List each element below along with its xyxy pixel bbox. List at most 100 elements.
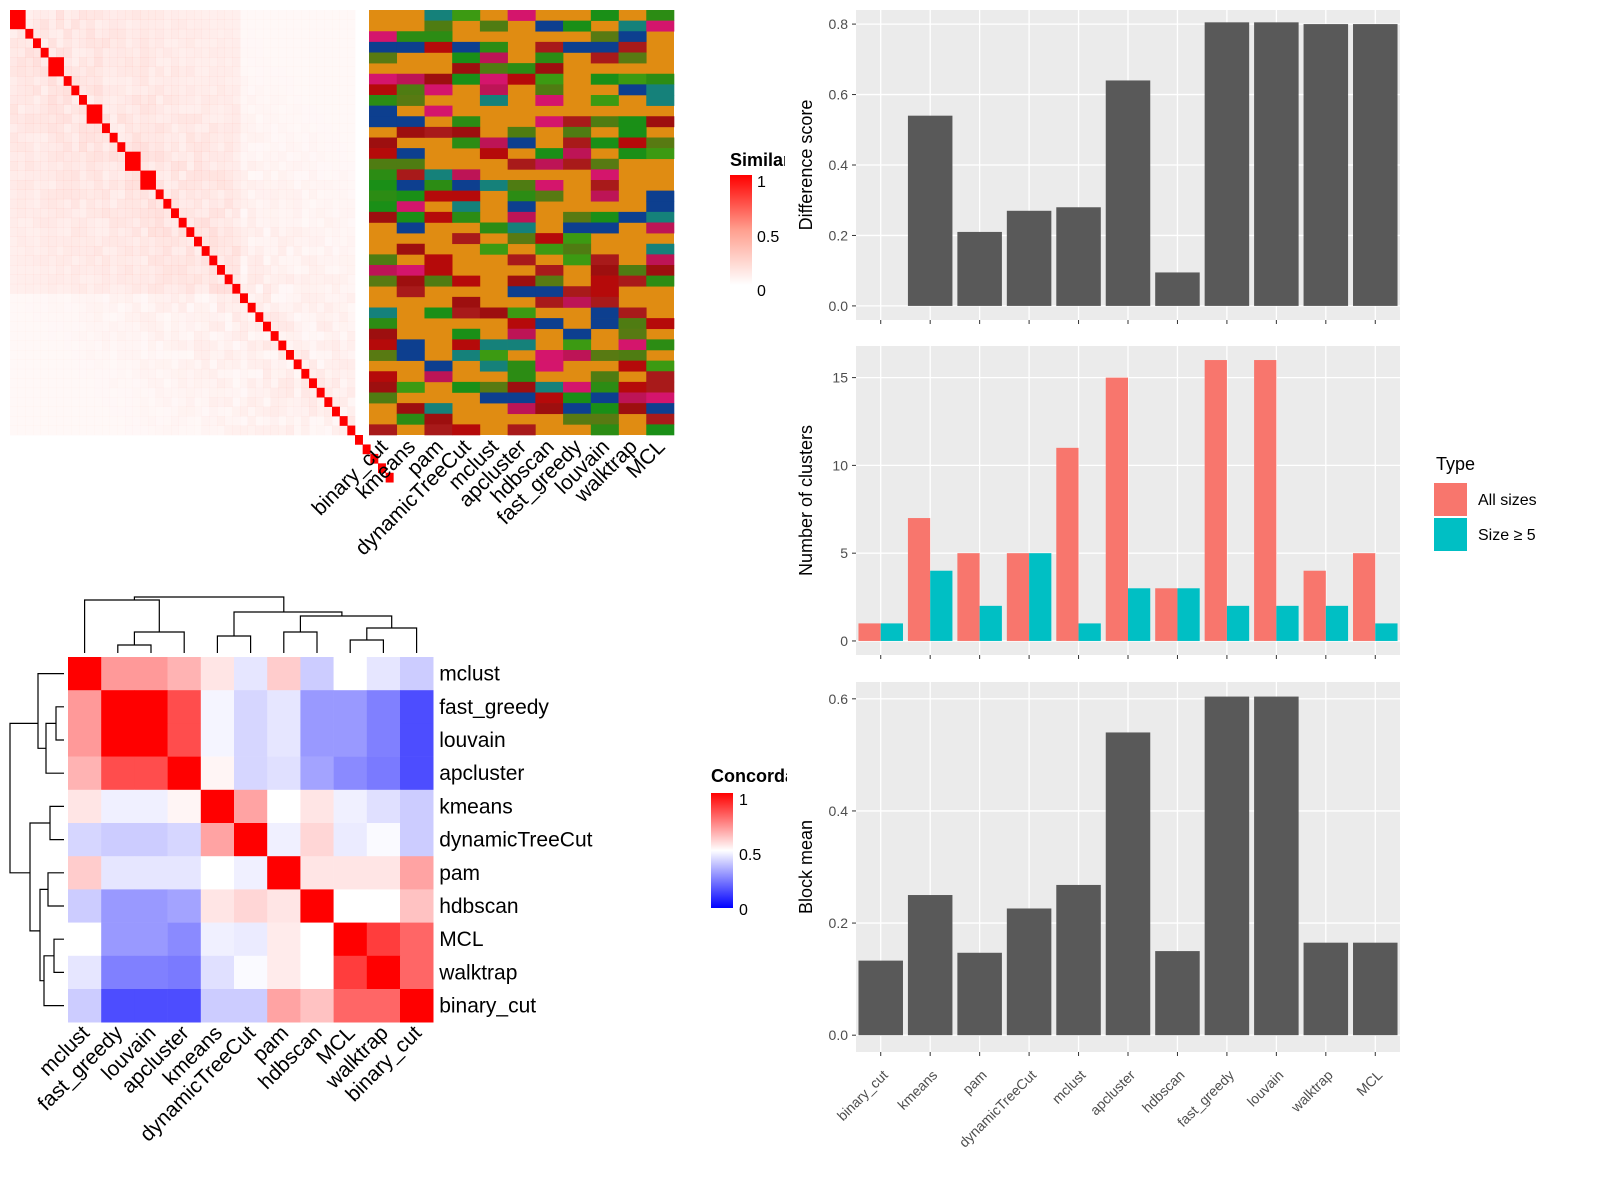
similarity-cell bbox=[140, 217, 149, 228]
similarity-cell bbox=[125, 57, 133, 67]
membership-cell bbox=[369, 180, 398, 191]
similarity-cell bbox=[40, 283, 49, 294]
similarity-cell bbox=[10, 170, 18, 181]
similarity-cell bbox=[209, 246, 218, 256]
similarity-cell bbox=[10, 368, 18, 379]
concordance-cell bbox=[366, 756, 401, 791]
similarity-cell bbox=[125, 85, 133, 96]
membership-cell bbox=[479, 350, 508, 361]
similarity-cell bbox=[132, 123, 141, 134]
similarity-cell bbox=[240, 132, 248, 143]
membership-cell bbox=[369, 41, 398, 53]
concordance-cell bbox=[267, 989, 301, 1023]
similarity-cell bbox=[86, 76, 95, 86]
similarity-cell bbox=[232, 293, 241, 304]
similarity-block bbox=[178, 217, 187, 228]
similarity-cell bbox=[25, 331, 34, 341]
similarity-cell bbox=[232, 378, 241, 389]
similarity-cell bbox=[332, 189, 340, 200]
similarity-cell bbox=[232, 95, 241, 105]
membership-cell bbox=[563, 222, 592, 234]
similarity-cell bbox=[132, 217, 141, 228]
similarity-cell bbox=[332, 104, 340, 115]
similarity-cell bbox=[79, 265, 87, 275]
similarity-cell bbox=[270, 416, 279, 426]
similarity-cell bbox=[63, 180, 72, 190]
similarity-cell bbox=[132, 321, 141, 332]
similarity-cell bbox=[263, 350, 271, 360]
similarity-cell bbox=[270, 406, 279, 417]
similarity-cell bbox=[33, 236, 41, 247]
similarity-cell bbox=[102, 302, 110, 313]
similarity-cell bbox=[56, 293, 64, 304]
similarity-cell bbox=[232, 217, 241, 228]
similarity-cell bbox=[240, 340, 248, 351]
similarity-cell bbox=[86, 236, 95, 247]
membership-cell bbox=[563, 126, 592, 138]
similarity-cell bbox=[286, 340, 294, 351]
similarity-cell bbox=[48, 321, 57, 332]
similarity-cell bbox=[17, 104, 26, 115]
similarity-cell bbox=[163, 302, 172, 313]
similarity-cell bbox=[309, 387, 317, 398]
similarity-cell bbox=[125, 340, 133, 351]
similarity-cell bbox=[10, 321, 18, 332]
similarity-cell bbox=[286, 368, 294, 379]
dendrogram-link bbox=[233, 611, 343, 636]
similarity-cell bbox=[332, 265, 340, 275]
membership-cell bbox=[535, 148, 564, 160]
membership-cell bbox=[618, 339, 647, 351]
similarity-cell bbox=[178, 113, 187, 124]
similarity-cell bbox=[324, 321, 333, 332]
similarity-cell bbox=[286, 378, 294, 389]
similarity-cell bbox=[48, 350, 57, 360]
similarity-cell bbox=[163, 321, 172, 332]
similarity-cell bbox=[102, 255, 110, 266]
similarity-cell bbox=[278, 368, 287, 379]
similarity-cell bbox=[316, 47, 325, 58]
similarity-cell bbox=[270, 28, 279, 39]
similarity-cell bbox=[40, 208, 49, 219]
similarity-cell bbox=[240, 28, 248, 39]
similarity-cell bbox=[17, 283, 26, 294]
bar bbox=[1056, 207, 1101, 306]
membership-cell bbox=[396, 222, 425, 234]
similarity-cell bbox=[194, 312, 202, 322]
similarity-cell bbox=[255, 180, 264, 190]
similarity-cell bbox=[224, 350, 233, 360]
similarity-cell bbox=[217, 359, 225, 370]
membership-cell bbox=[424, 41, 453, 53]
similarity-cell bbox=[171, 19, 179, 30]
membership-cell bbox=[590, 392, 619, 404]
bar bbox=[1353, 24, 1398, 306]
similarity-cell bbox=[171, 132, 179, 143]
membership-cell bbox=[369, 169, 398, 181]
similarity-cell bbox=[217, 340, 225, 351]
similarity-cell bbox=[240, 151, 248, 162]
legend-key bbox=[1434, 483, 1467, 516]
similarity-cell bbox=[309, 38, 317, 49]
concordance-cell bbox=[134, 789, 168, 824]
similarity-cell bbox=[232, 47, 241, 58]
similarity-cell bbox=[270, 368, 279, 379]
similarity-cell bbox=[194, 151, 202, 162]
concordance-cell bbox=[101, 789, 135, 824]
similarity-cell bbox=[201, 198, 210, 209]
similarity-cell bbox=[63, 321, 72, 332]
similarity-cell bbox=[232, 123, 241, 134]
concordance-cell bbox=[234, 823, 268, 857]
similarity-cell bbox=[40, 265, 49, 275]
similarity-cell bbox=[217, 57, 225, 67]
membership-cell bbox=[396, 31, 425, 43]
similarity-cell bbox=[286, 57, 294, 67]
similarity-cell bbox=[25, 19, 34, 30]
bar bbox=[1029, 553, 1052, 641]
similarity-cell bbox=[33, 180, 41, 190]
similarity-cell bbox=[255, 265, 264, 275]
similarity-cell bbox=[33, 312, 41, 322]
similarity-cell bbox=[171, 359, 179, 370]
similarity-cell bbox=[125, 416, 133, 426]
similarity-cell bbox=[63, 151, 72, 162]
similarity-cell bbox=[332, 227, 340, 237]
membership-cell bbox=[535, 350, 564, 361]
